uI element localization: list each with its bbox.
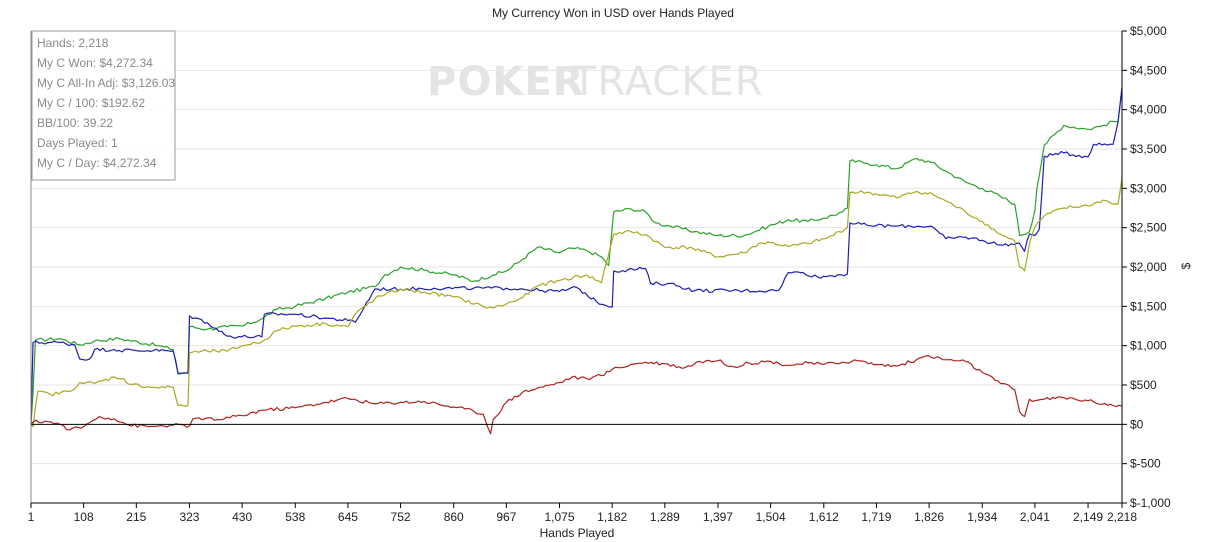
y-tick-label: $1,500: [1130, 299, 1167, 313]
chart-title: My Currency Won in USD over Hands Played: [492, 6, 734, 20]
series-line-1: [30, 87, 1123, 425]
x-tick-label: 215: [126, 510, 146, 524]
stat-bb-per-100: BB/100: 39.22: [37, 116, 113, 130]
y-tick-label: $5,000: [1130, 24, 1167, 38]
x-tick-label: 2,041: [1020, 510, 1050, 524]
y-tick-label: $500: [1130, 378, 1157, 392]
x-tick-label: 645: [338, 510, 358, 524]
watermark-poker: POKER: [427, 59, 584, 105]
pokertracker-watermark: POKER TRACKER: [427, 59, 764, 105]
y-axis-title: $: [1179, 262, 1193, 269]
x-tick-label: 967: [496, 510, 516, 524]
x-tick-label: 1,397: [703, 510, 733, 524]
watermark-tracker: TRACKER: [571, 59, 764, 105]
series-line-4: [30, 355, 1123, 435]
x-tick-label: 1,504: [756, 510, 786, 524]
x-tick-labels: 1 108 215 323 430 538 645 752 860 967 1,075 1,182 1,…: [28, 510, 1138, 524]
x-tick-label: 1,612: [809, 510, 839, 524]
series-group: [30, 87, 1123, 435]
x-tick-label: 323: [179, 510, 199, 524]
x-tick-label: 430: [232, 510, 252, 524]
x-tick-label: 1,719: [861, 510, 891, 524]
series-line-3: [30, 178, 1123, 428]
stats-box-border: [31, 30, 176, 181]
y-tick-label: $0: [1130, 417, 1144, 431]
y-tick-label: $2,000: [1130, 260, 1167, 274]
stat-hands: Hands: 2,218: [37, 36, 109, 50]
x-tick-label: 752: [391, 510, 411, 524]
stat-per-100: My C / 100: $192.62: [37, 96, 145, 110]
y-tick-label: $-1,000: [1130, 496, 1171, 510]
y-tick-label: $3,000: [1130, 181, 1167, 195]
x-axis-title: Hands Played: [540, 526, 615, 540]
x-tick-label: 860: [444, 510, 464, 524]
series-line-2: [30, 87, 1123, 425]
x-tick-label: 1,934: [967, 510, 997, 524]
y-tick-label: $-500: [1130, 457, 1161, 471]
x-tick-label: 538: [285, 510, 305, 524]
x-tick-label: 1: [28, 510, 35, 524]
x-tick-label: 2,218: [1107, 510, 1137, 524]
axes: [30, 30, 1127, 508]
stat-per-day: My C / Day: $4,272.34: [37, 156, 157, 170]
x-tick-label: 1,182: [597, 510, 627, 524]
y-tick-label: $3,500: [1130, 142, 1167, 156]
x-tick-label: 108: [74, 510, 94, 524]
x-tick-label: 1,289: [650, 510, 680, 524]
stat-days-played: Days Played: 1: [37, 136, 118, 150]
gridlines: [31, 30, 1122, 504]
x-tick-label: 2,149: [1073, 510, 1103, 524]
y-tick-labels: $-1,000 $-500 $0 $500 $1,000 $1,500 $2,000 $2,5…: [1130, 24, 1171, 510]
x-tick-label: 1,826: [914, 510, 944, 524]
y-tick-label: $2,500: [1130, 221, 1167, 235]
y-tick-label: $4,000: [1130, 103, 1167, 117]
stats-box: Hands: 2,218 My C Won: $4,272.34 My C Al…: [31, 30, 176, 181]
stat-won: My C Won: $4,272.34: [37, 56, 153, 70]
x-tick-label: 1,075: [545, 510, 575, 524]
stat-allin-adj: My C All-In Adj: $3,126.03: [37, 76, 175, 90]
y-tick-label: $4,500: [1130, 63, 1167, 77]
y-tick-label: $1,000: [1130, 339, 1167, 353]
